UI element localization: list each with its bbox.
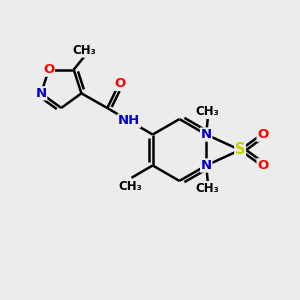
Text: N: N <box>201 128 212 141</box>
Text: O: O <box>257 128 269 141</box>
Text: NH: NH <box>118 114 140 127</box>
Text: CH₃: CH₃ <box>196 182 220 195</box>
Text: CH₃: CH₃ <box>72 44 96 57</box>
Text: O: O <box>43 63 54 76</box>
Text: CH₃: CH₃ <box>196 105 220 118</box>
Text: O: O <box>114 77 126 90</box>
Text: N: N <box>201 159 212 172</box>
Text: CH₃: CH₃ <box>118 180 142 193</box>
Text: O: O <box>257 159 269 172</box>
Text: S: S <box>235 142 245 158</box>
Text: N: N <box>35 87 47 100</box>
